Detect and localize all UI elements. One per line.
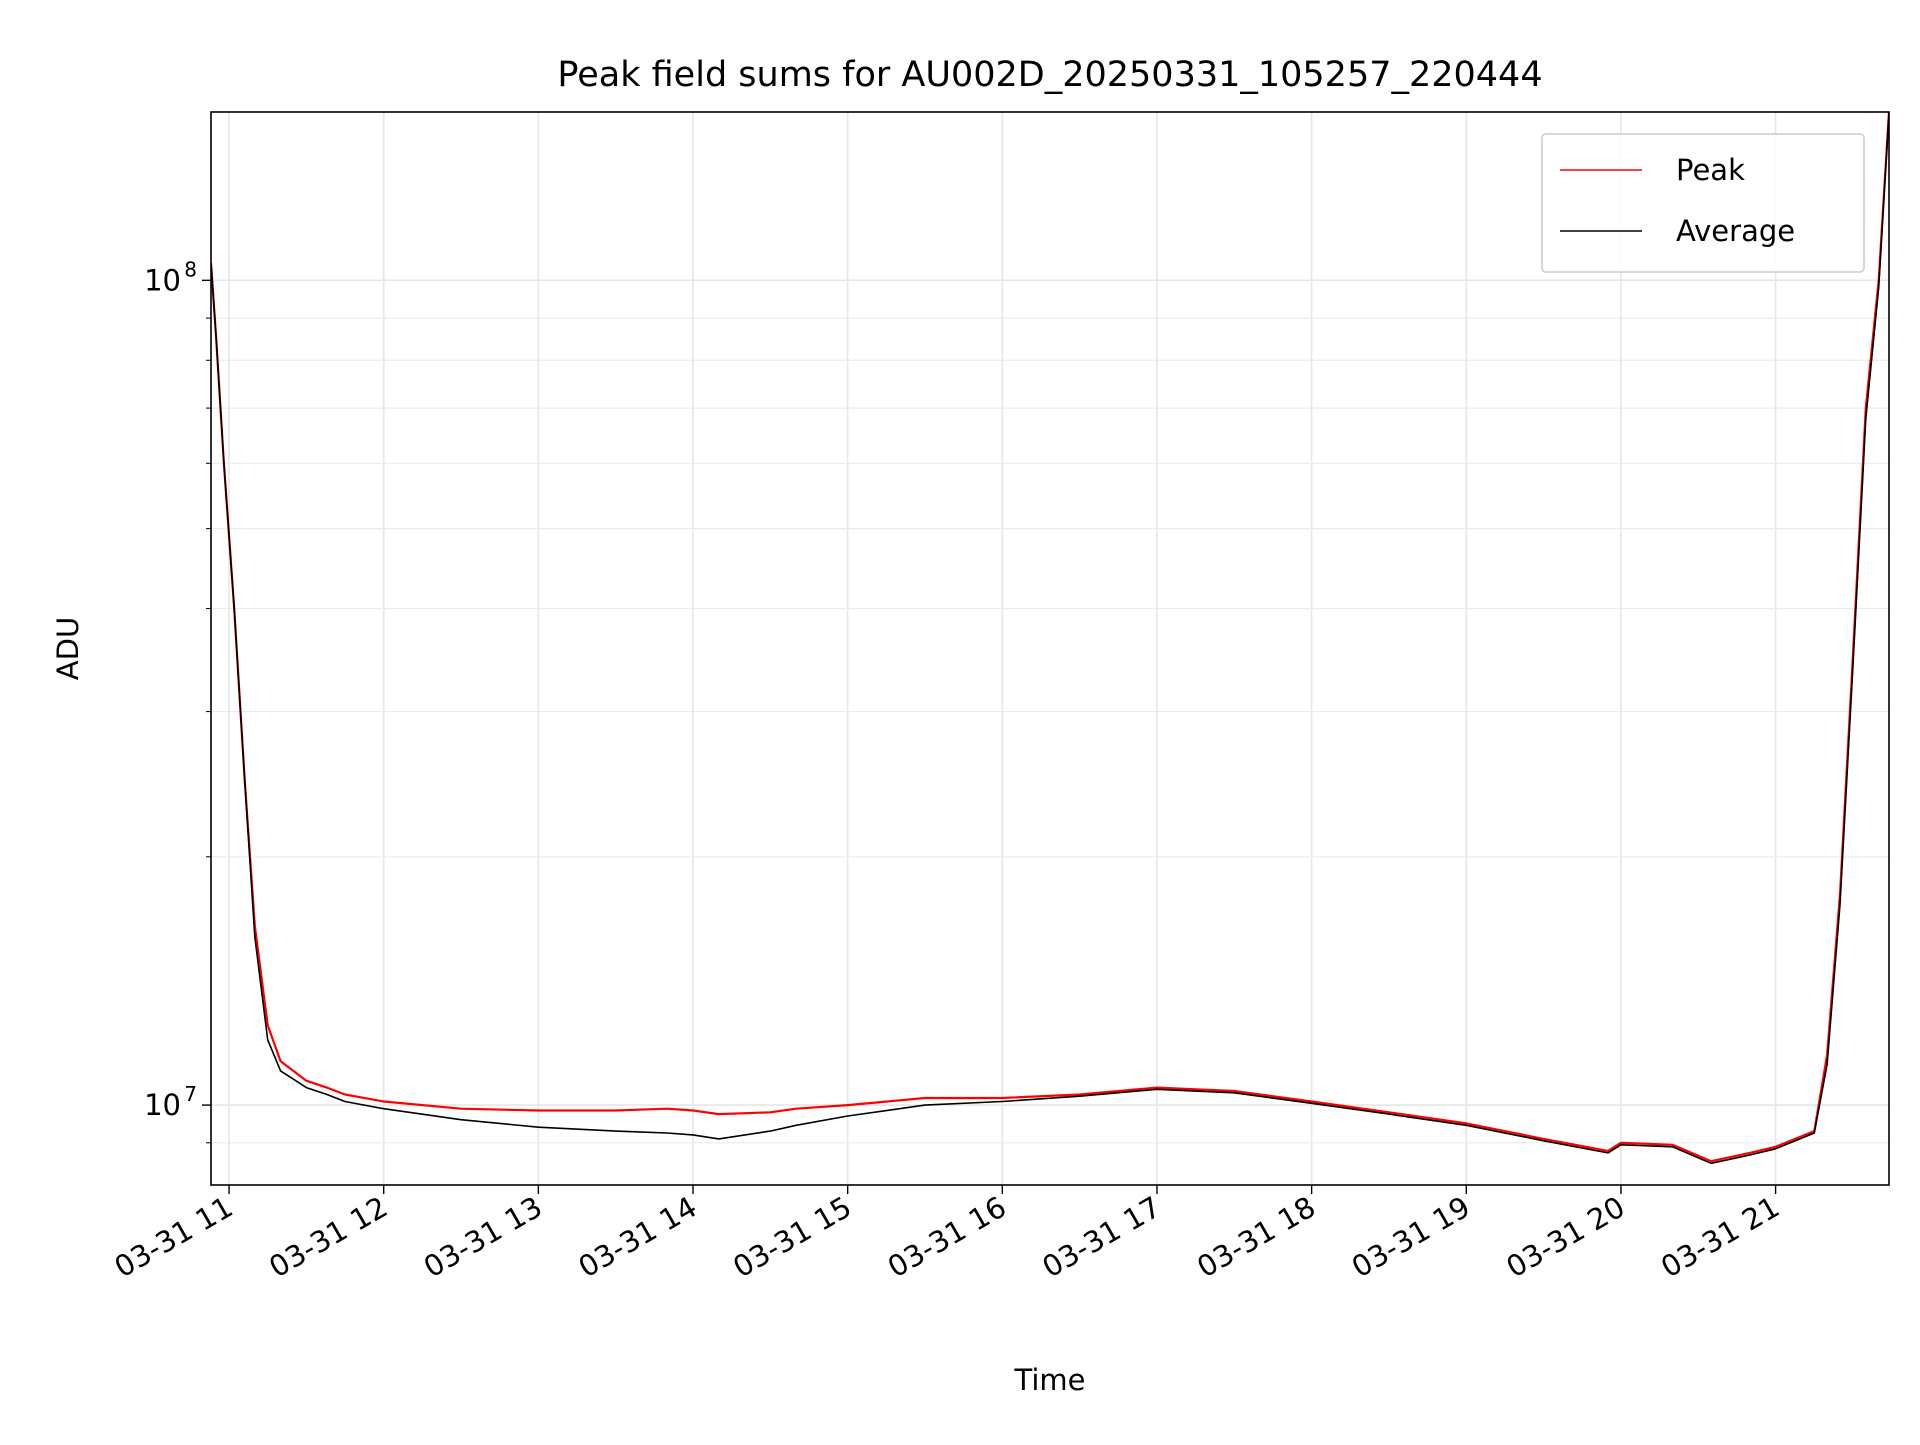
y-tick-exponent: 8 <box>184 257 197 281</box>
y-tick-label: 10 <box>144 1088 181 1122</box>
legend-peak-label: Peak <box>1676 153 1745 187</box>
peak-line <box>211 112 1889 1163</box>
legend: Peak Average <box>1541 133 1865 273</box>
axes-frame <box>210 111 1890 1186</box>
y-tick-label: 10 <box>144 263 181 297</box>
plot-lines <box>211 112 1889 1165</box>
x-axis-label: Time <box>1014 1363 1086 1397</box>
legend-average-label: Average <box>1676 214 1795 248</box>
grid <box>211 112 1889 1185</box>
y-tick-exponent: 7 <box>184 1082 197 1106</box>
chart-title: Peak field sums for AU002D_20250331_1052… <box>557 55 1542 95</box>
y-axis-label: ADU <box>51 617 85 680</box>
average-line <box>211 112 1889 1165</box>
legend-box <box>1541 133 1865 273</box>
